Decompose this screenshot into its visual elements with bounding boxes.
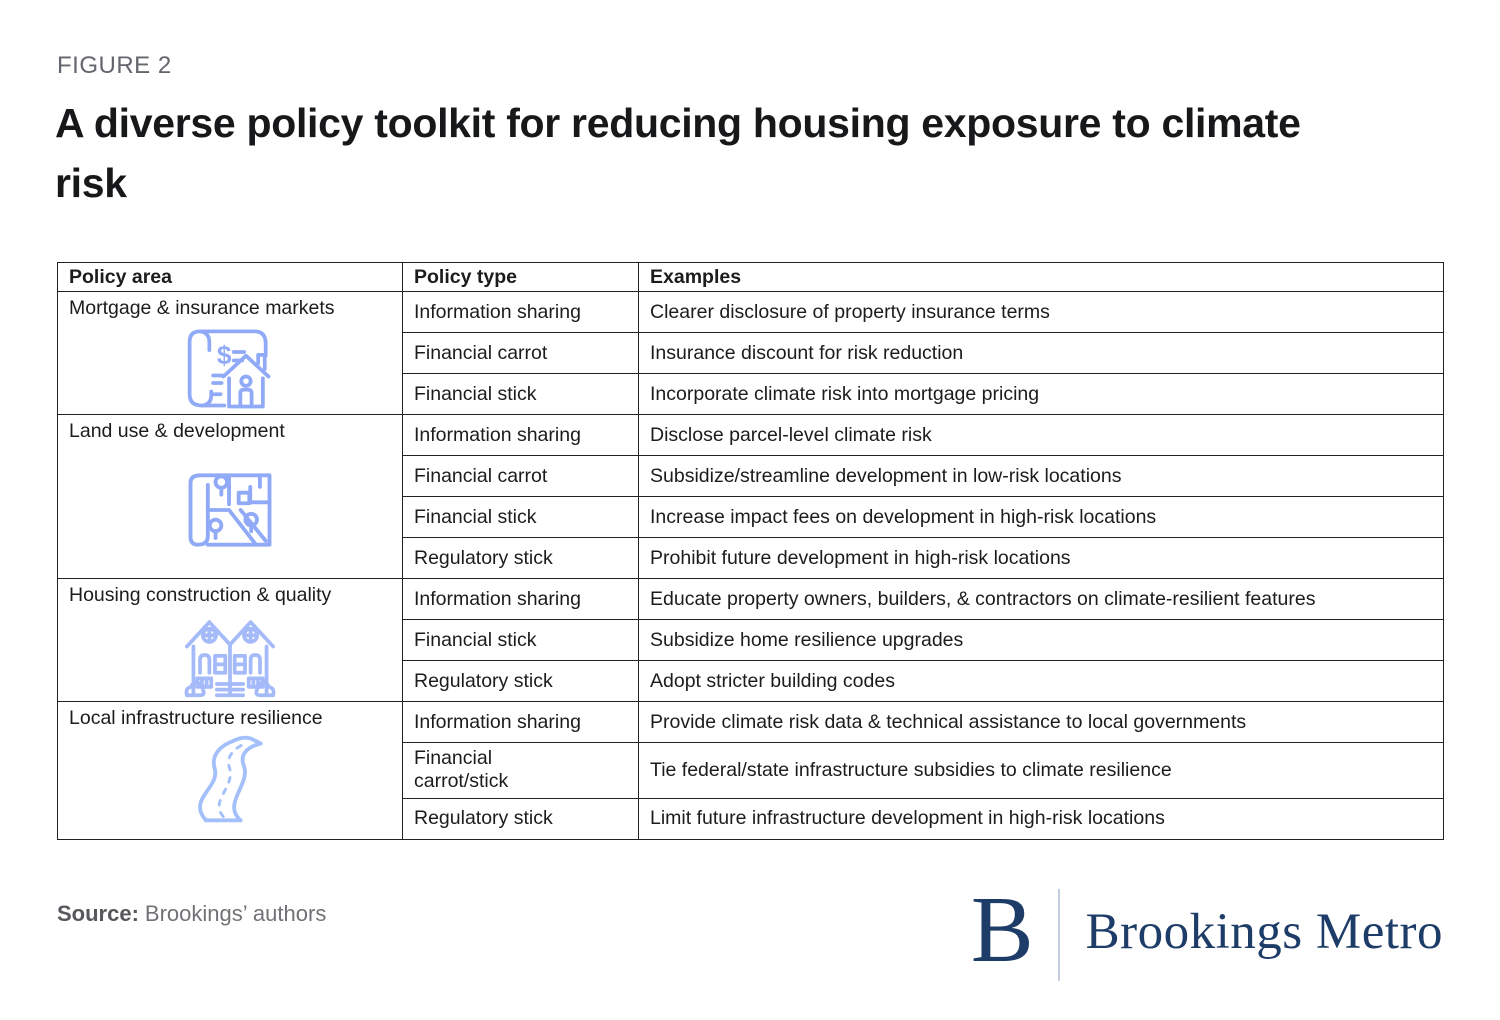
table-row: Financial carrot/stick Tie federal/state… [58, 742, 1444, 799]
policy-area-label: Mortgage & insurance markets [69, 297, 335, 319]
policy-area-label: Land use & development [69, 420, 285, 442]
land-use-map-icon [59, 461, 402, 559]
example-cell: Provide climate risk data & technical as… [638, 701, 1444, 743]
example-cell: Subsidize/streamline development in low-… [638, 455, 1444, 497]
policy-type-cell: Information sharing [402, 701, 639, 743]
policy-type-label: Financial carrot/stick [414, 747, 509, 793]
table-row: Financial carrot Insurance discount for … [58, 332, 1444, 374]
example-cell: Subsidize home resilience upgrades [638, 619, 1444, 661]
source-label: Source: [57, 901, 139, 926]
twin-houses-icon [59, 609, 402, 699]
policy-type-cell: Regulatory stick [402, 797, 639, 840]
policy-table: Policy area Policy type Examples Mortgag… [57, 262, 1444, 840]
example-cell: Prohibit future development in high-risk… [638, 537, 1444, 579]
header-row: Policy area Policy type Examples [57, 262, 1444, 292]
policy-area-label: Local infrastructure resilience [69, 707, 323, 729]
brookings-b-logo-icon: B [970, 878, 1034, 982]
policy-type-cell: Information sharing [402, 414, 639, 456]
table-row: Financial stick Subsidize home resilienc… [58, 619, 1444, 661]
table-row: Financial stick Incorporate climate risk… [58, 373, 1444, 415]
example-cell: Limit future infrastructure development … [638, 797, 1444, 840]
example-cell: Insurance discount for risk reduction [638, 332, 1444, 374]
policy-type-cell: Information sharing [402, 578, 639, 620]
policy-area-cell: Land use & development [57, 414, 403, 579]
example-cell: Clearer disclosure of property insurance… [638, 291, 1444, 333]
policy-area-cell: Mortgage & insurance markets $ [57, 291, 403, 415]
table-row: Land use & development [57, 414, 1444, 579]
column-header-policy-type: Policy type [402, 262, 639, 292]
column-header-policy-area: Policy area [57, 262, 403, 292]
table-row: Financial carrot Subsidize/streamline de… [58, 455, 1444, 497]
logo-wordmark: Brookings Metro [1085, 904, 1443, 960]
table-row: Mortgage & insurance markets $ [57, 291, 1444, 415]
figure-label: FIGURE 2 [57, 52, 172, 79]
table-row: Regulatory stick Adopt stricter building… [58, 660, 1444, 702]
policy-type-cell: Financial carrot [402, 455, 639, 497]
policy-type-cell: Financial carrot [402, 332, 639, 374]
example-cell: Incorporate climate risk into mortgage p… [638, 373, 1444, 415]
policy-area-cell: Housing construction & quality [57, 578, 403, 702]
policy-type-cell: Financial carrot/stick [402, 742, 639, 799]
column-header-examples: Examples [638, 262, 1444, 292]
winding-road-icon [59, 732, 402, 828]
example-cell: Adopt stricter building codes [638, 660, 1444, 702]
example-cell: Disclose parcel-level climate risk [638, 414, 1444, 456]
table-row: Regulatory stick Limit future infrastruc… [58, 797, 1444, 840]
table-row: Regulatory stick Prohibit future develop… [58, 537, 1444, 579]
policy-type-cell: Financial stick [402, 496, 639, 538]
policy-type-cell: Information sharing [402, 291, 639, 333]
policy-type-cell: Regulatory stick [402, 660, 639, 702]
source-line: Source: Brookings’ authors [57, 901, 326, 927]
policy-type-cell: Regulatory stick [402, 537, 639, 579]
page-title: A diverse policy toolkit for reducing ho… [55, 100, 1301, 206]
table-row: Housing construction & quality [57, 578, 1444, 702]
source-text: Brookings’ authors [144, 901, 327, 926]
brookings-metro-logo: B Brookings Metro [971, 880, 1443, 990]
table-row: Local infrastructure resilience Informat… [57, 701, 1444, 840]
logo-divider [1057, 889, 1060, 981]
mortgage-scroll-house-icon: $ [59, 322, 402, 414]
svg-text:$: $ [217, 340, 232, 370]
policy-area-label: Housing construction & quality [69, 584, 332, 606]
example-cell: Increase impact fees on development in h… [638, 496, 1444, 538]
policy-area-cell: Local infrastructure resilience [57, 701, 403, 840]
policy-type-cell: Financial stick [402, 619, 639, 661]
policy-type-cell: Financial stick [402, 373, 639, 415]
example-cell: Educate property owners, builders, & con… [638, 578, 1444, 620]
example-cell: Tie federal/state infrastructure subsidi… [638, 742, 1444, 799]
